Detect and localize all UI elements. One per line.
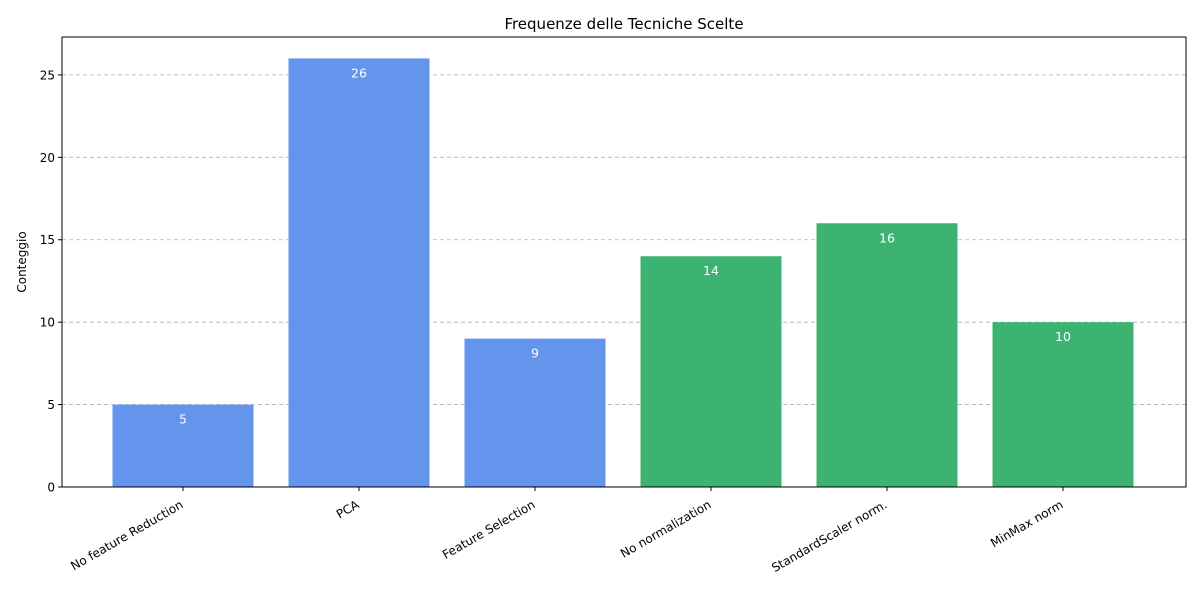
x-tick-label: No feature Reduction bbox=[68, 497, 185, 573]
y-tick-label: 20 bbox=[40, 151, 55, 165]
bar bbox=[112, 404, 254, 487]
x-tick-label: PCA bbox=[334, 497, 362, 521]
plot-frame bbox=[61, 36, 1187, 488]
y-tick-label: 25 bbox=[40, 68, 55, 82]
x-tick-label: No normalization bbox=[618, 497, 713, 560]
bar-value-label: 5 bbox=[179, 412, 187, 427]
y-axis-label: Conteggio bbox=[15, 231, 29, 292]
bar bbox=[640, 256, 782, 487]
bar-value-label: 14 bbox=[703, 263, 719, 278]
y-tick-label: 15 bbox=[40, 233, 55, 247]
bar bbox=[992, 322, 1134, 487]
bar-value-label: 9 bbox=[531, 346, 539, 361]
bar-value-label: 26 bbox=[351, 65, 367, 80]
bar-value-label: 16 bbox=[879, 230, 895, 245]
bar-value-labels: 5 26 9 14 16 10 bbox=[179, 65, 1071, 426]
y-axis-ticks: 0 5 10 15 20 25 bbox=[40, 68, 62, 495]
bar bbox=[288, 58, 430, 488]
y-tick-label: 5 bbox=[47, 398, 55, 412]
grid-lines bbox=[62, 74, 1186, 405]
bar-value-label: 10 bbox=[1055, 329, 1071, 344]
x-tick-label: StandardScaler norm. bbox=[769, 497, 889, 575]
y-tick-label: 10 bbox=[40, 316, 55, 330]
bars bbox=[112, 58, 1134, 488]
x-axis-ticks: No feature Reduction PCA Feature Selection… bbox=[68, 487, 1066, 575]
bar bbox=[464, 338, 606, 487]
bar bbox=[816, 223, 958, 487]
y-tick-label: 0 bbox=[47, 481, 55, 495]
x-tick-label: MinMax norm bbox=[988, 497, 1065, 550]
chart-title: Frequenze delle Tecniche Scelte bbox=[504, 15, 743, 33]
x-tick-label: Feature Selection bbox=[440, 497, 537, 561]
